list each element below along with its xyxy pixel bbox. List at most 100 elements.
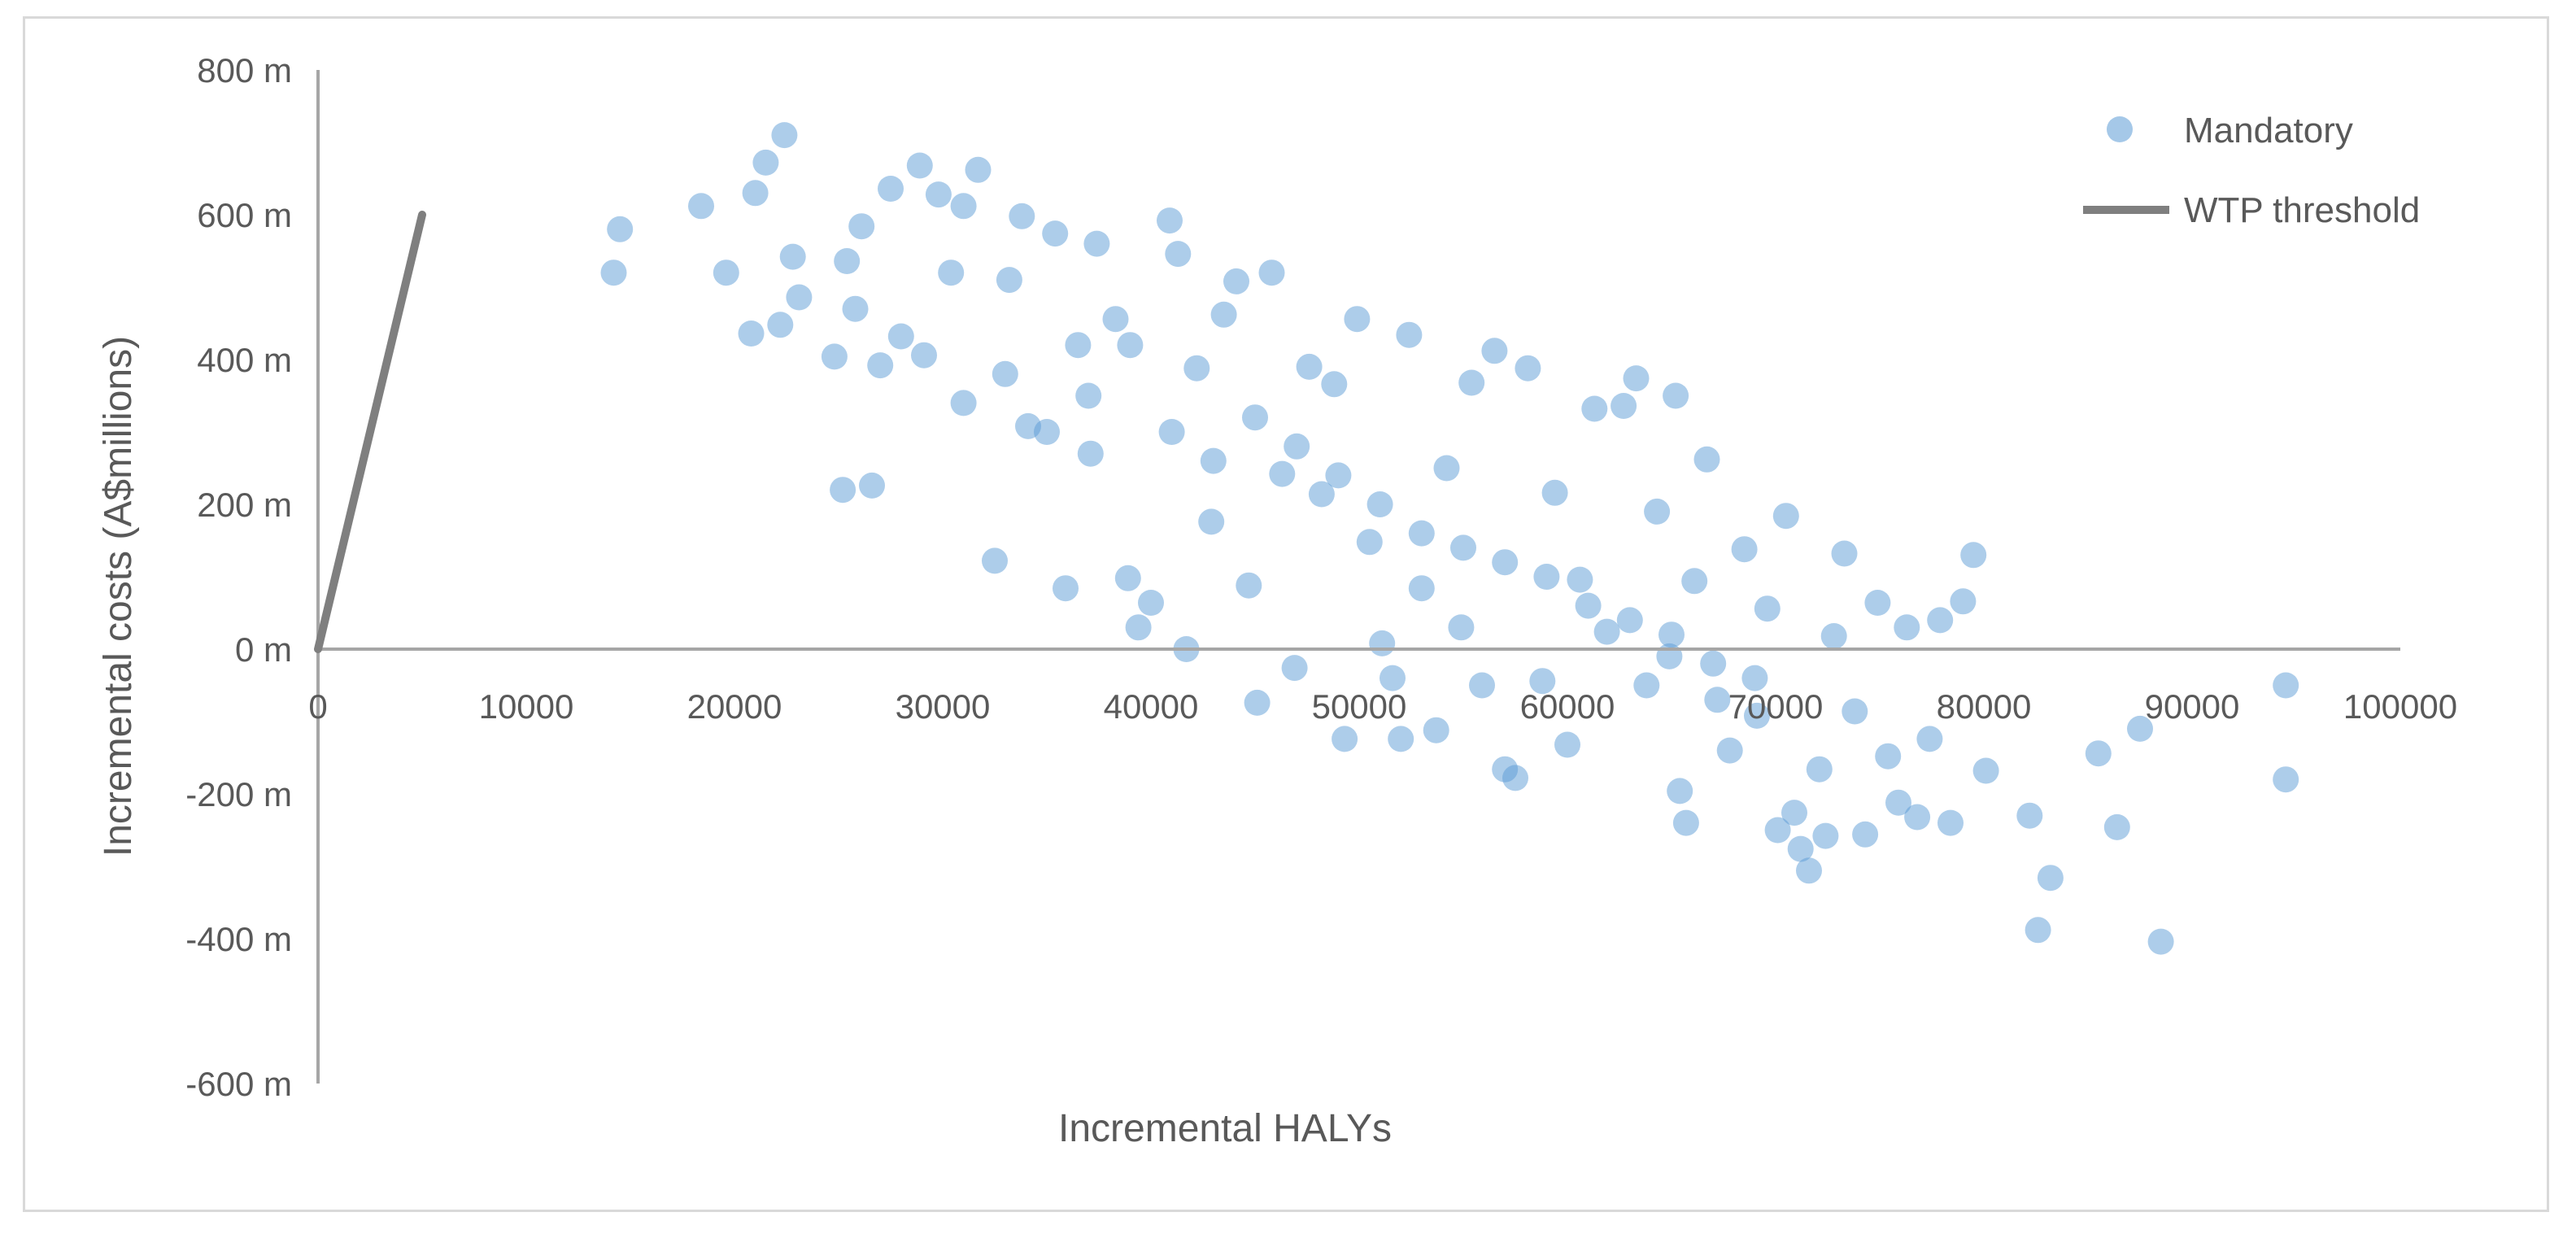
x-tick-label-1: 10000 — [479, 687, 574, 726]
data-point-93 — [1772, 503, 1799, 530]
data-point-70 — [1515, 355, 1541, 382]
data-point-16 — [859, 472, 885, 499]
legend-label-mandatory: Mandatory — [2184, 111, 2353, 150]
data-point-76 — [1593, 618, 1620, 645]
data-point-44 — [1210, 301, 1237, 328]
data-point-141 — [1700, 650, 1727, 677]
data-point-105 — [1885, 789, 1911, 816]
data-point-102 — [1852, 821, 1879, 848]
data-point-126 — [1075, 382, 1102, 409]
data-point-28 — [1009, 203, 1035, 229]
data-point-6 — [752, 149, 779, 176]
data-point-10 — [786, 284, 813, 311]
data-point-52 — [1308, 481, 1335, 508]
data-point-103 — [1864, 590, 1891, 616]
data-point-13 — [834, 248, 861, 274]
data-point-79 — [1633, 672, 1660, 699]
data-point-140 — [1658, 621, 1685, 648]
y-tick-label-0: 800 m — [197, 51, 292, 89]
data-point-63 — [1433, 455, 1460, 482]
x-axis-title: Incremental HALYs — [1058, 1107, 1392, 1150]
x-tick-label-4: 40000 — [1104, 687, 1199, 726]
data-point-61 — [1408, 575, 1435, 602]
data-point-125 — [1034, 419, 1060, 445]
data-point-128 — [1158, 419, 1185, 445]
legend: Mandatory WTP threshold — [2083, 111, 2420, 230]
data-point-14 — [842, 295, 869, 322]
chart-frame: 0 10000 20000 30000 40000 50000 60000 70000 8000… — [23, 16, 2549, 1212]
y-tick-label-7: -600 m — [185, 1065, 292, 1103]
data-point-104 — [1875, 743, 1902, 770]
data-point-45 — [1223, 268, 1249, 294]
data-point-7 — [767, 312, 794, 338]
data-point-124 — [992, 360, 1018, 387]
data-point-48 — [1258, 259, 1285, 286]
data-point-100 — [1831, 540, 1858, 567]
x-tick-label-2: 20000 — [687, 687, 782, 726]
data-point-1 — [607, 216, 634, 242]
data-point-2 — [688, 193, 714, 220]
data-point-11 — [821, 343, 848, 370]
data-point-106 — [1894, 614, 1920, 641]
data-point-0 — [600, 259, 627, 286]
legend-label-wtp-threshold: WTP threshold — [2184, 190, 2420, 230]
x-tick-label-9: 90000 — [2145, 687, 2240, 726]
data-point-78 — [1623, 365, 1650, 392]
data-point-97 — [1806, 756, 1833, 783]
data-point-47 — [1244, 689, 1271, 716]
data-point-5 — [742, 180, 769, 207]
data-point-25 — [965, 156, 992, 183]
data-point-67 — [1481, 338, 1508, 364]
axes-layer — [316, 70, 2400, 1084]
x-tick-label-7: 70000 — [1728, 687, 1824, 726]
data-point-88 — [1716, 737, 1743, 764]
data-point-92 — [1764, 817, 1791, 844]
x-tick-label-6: 60000 — [1520, 687, 1615, 726]
wtp-threshold-line — [314, 211, 426, 653]
data-point-9 — [779, 243, 806, 270]
data-point-130 — [1242, 404, 1268, 431]
data-point-24 — [950, 193, 977, 220]
ticks-layer: 0 10000 20000 30000 40000 50000 60000 70000 8000… — [185, 51, 2457, 1103]
data-point-4 — [738, 320, 765, 347]
data-point-108 — [1916, 726, 1943, 752]
data-point-127 — [1117, 332, 1144, 359]
scatter-chart: 0 10000 20000 30000 40000 50000 60000 70000 8000… — [97, 51, 2457, 1150]
data-point-84 — [1672, 809, 1699, 836]
data-point-138 — [1575, 592, 1602, 619]
x-tick-label-10: 100000 — [2343, 687, 2457, 726]
data-point-21 — [911, 342, 937, 368]
data-point-69 — [1502, 765, 1528, 791]
data-point-101 — [1842, 698, 1868, 725]
data-point-26 — [982, 547, 1008, 574]
data-point-89 — [1731, 536, 1758, 563]
data-point-113 — [1972, 757, 1999, 784]
data-point-133 — [1366, 491, 1393, 517]
data-point-142 — [1741, 665, 1768, 691]
data-point-20 — [906, 152, 933, 179]
data-point-58 — [1380, 665, 1406, 691]
data-point-114 — [2016, 802, 2043, 829]
data-point-65 — [1458, 369, 1485, 396]
x-tick-label-5: 50000 — [1312, 687, 1407, 726]
data-point-22 — [925, 181, 952, 208]
data-point-99 — [1820, 623, 1847, 649]
x-tick-label-8: 80000 — [1937, 687, 2032, 726]
data-point-15 — [848, 213, 875, 240]
data-point-60 — [1396, 321, 1423, 348]
data-point-122 — [2273, 766, 2299, 793]
data-point-43 — [1198, 508, 1225, 535]
data-point-27 — [996, 267, 1022, 294]
data-point-64 — [1448, 614, 1475, 641]
data-point-134 — [1408, 520, 1435, 547]
data-point-35 — [1102, 306, 1129, 333]
data-point-115 — [2025, 917, 2051, 944]
data-point-55 — [1344, 306, 1371, 333]
data-point-3 — [713, 259, 739, 286]
x-tick-label-0: 0 — [308, 687, 327, 726]
data-point-37 — [1125, 614, 1152, 641]
data-point-66 — [1469, 672, 1495, 699]
y-axis-title: Incremental costs (A$millions) — [97, 336, 140, 857]
data-point-36 — [1114, 565, 1141, 591]
y-tick-label-3: 200 m — [197, 486, 292, 524]
